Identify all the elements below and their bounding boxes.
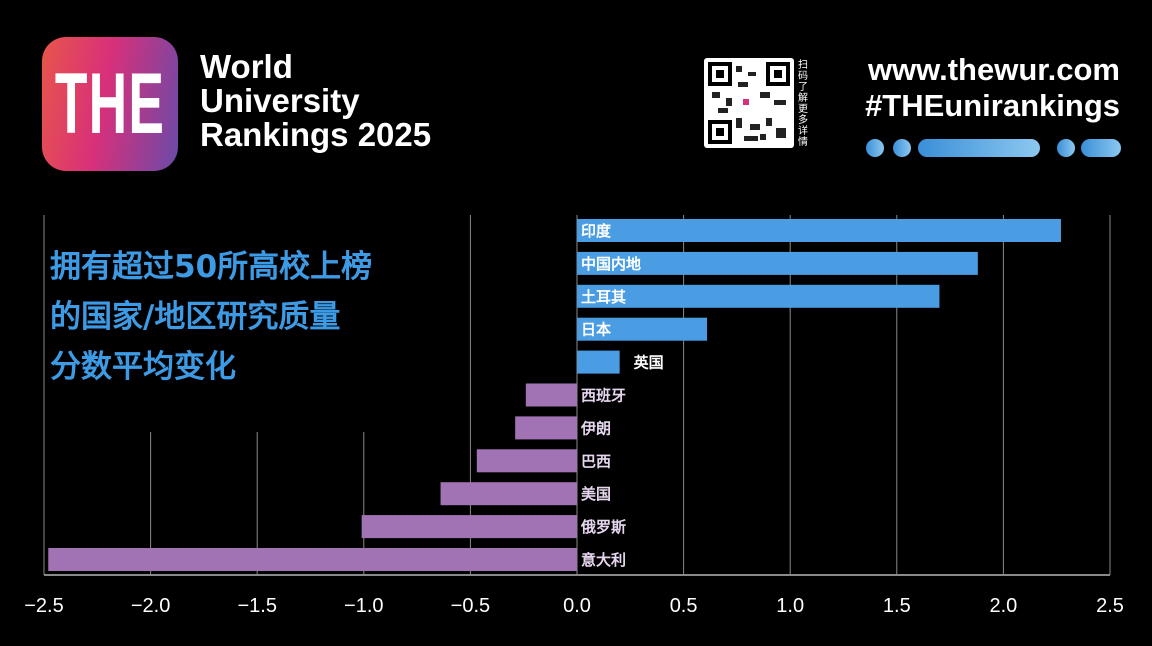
website-url[interactable]: www.thewur.com xyxy=(867,52,1120,87)
header-links: www.thewur.com #THEunirankings xyxy=(865,52,1120,124)
x-tick-label: 1.0 xyxy=(776,595,804,617)
category-label: 西班牙 xyxy=(581,387,626,405)
x-tick-label: −2.5 xyxy=(24,595,63,617)
x-tick-label: 2.5 xyxy=(1096,595,1124,617)
decor-bar xyxy=(918,139,1040,157)
bar xyxy=(525,383,577,407)
bar xyxy=(515,416,577,440)
bar xyxy=(440,482,577,506)
bar xyxy=(476,449,577,473)
x-tick-label: −2.0 xyxy=(131,595,170,617)
the-logo: THE xyxy=(42,37,178,171)
decor-dot xyxy=(866,139,884,157)
x-tick-label: −0.5 xyxy=(451,595,490,617)
bar xyxy=(577,284,940,308)
bar xyxy=(577,251,978,275)
x-tick-label: 2.0 xyxy=(989,595,1017,617)
category-label: 伊朗 xyxy=(580,419,611,437)
bar xyxy=(577,350,620,374)
qr-code xyxy=(704,58,794,148)
decor-dot xyxy=(1057,139,1075,157)
decor-dot xyxy=(893,139,911,157)
bar xyxy=(577,219,1061,242)
bar xyxy=(577,317,708,341)
category-label: 土耳其 xyxy=(581,288,626,306)
qr-caption: 扫码了解更多详情 xyxy=(798,60,808,148)
bar xyxy=(361,515,577,539)
category-label: 中国内地 xyxy=(581,255,641,273)
hashtag: #THEunirankings xyxy=(865,88,1120,123)
category-label: 印度 xyxy=(581,222,612,240)
category-label: 俄罗斯 xyxy=(580,518,626,536)
chart-title: 拥有超过50所高校上榜 的国家/地区研究质量 分数平均变化 xyxy=(50,249,373,385)
x-tick-label: −1.5 xyxy=(237,595,276,617)
x-tick-label: 1.5 xyxy=(883,595,911,617)
category-label: 美国 xyxy=(581,485,611,503)
brand-title: World University Rankings 2025 xyxy=(200,48,432,153)
x-tick-label: 0.0 xyxy=(563,595,591,617)
bar xyxy=(48,548,578,571)
category-label: 日本 xyxy=(581,321,611,339)
category-label: 英国 xyxy=(634,354,664,372)
category-label: 巴西 xyxy=(581,452,611,470)
x-tick-label: 0.5 xyxy=(670,595,698,617)
decor-bar xyxy=(1081,139,1121,157)
category-label: 意大利 xyxy=(581,551,626,569)
x-tick-label: −1.0 xyxy=(344,595,383,617)
